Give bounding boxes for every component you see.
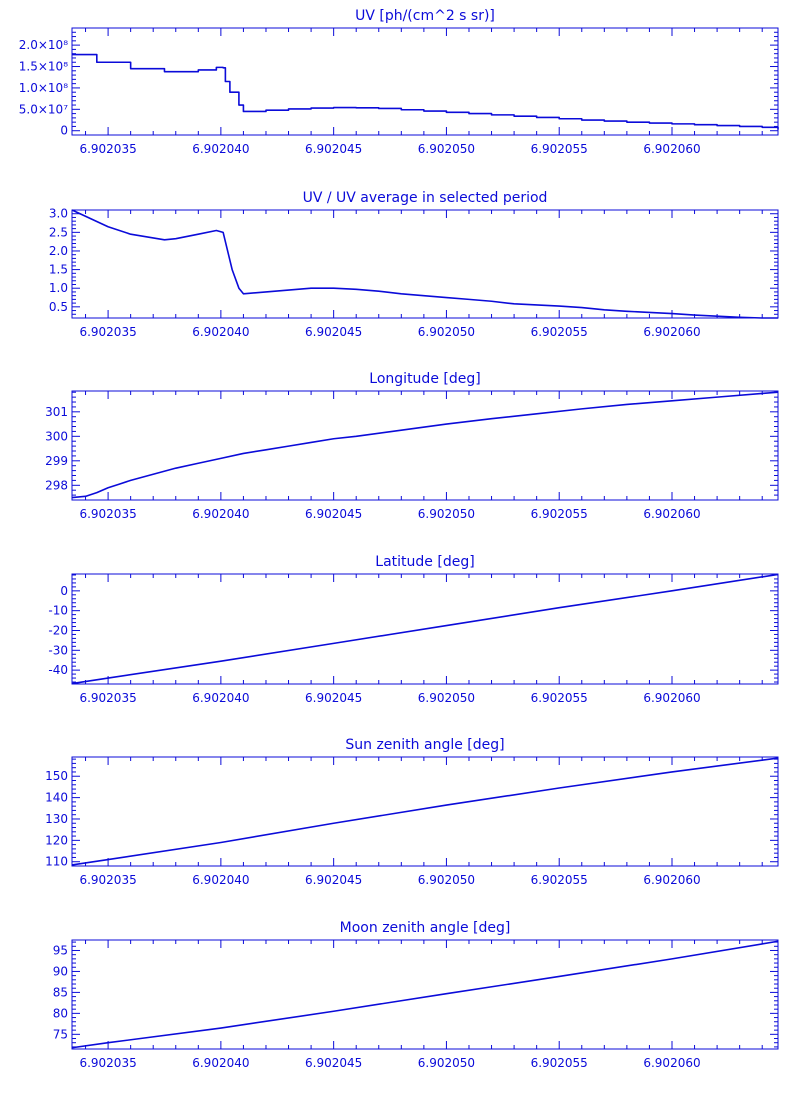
- x-tick-label: 6.902035: [79, 873, 136, 887]
- x-tick-label: 6.902060: [643, 507, 700, 521]
- x-tick-label: 6.902035: [79, 142, 136, 156]
- y-tick-label: 1.0: [49, 281, 68, 295]
- y-tick-label: 2.5: [49, 225, 68, 239]
- x-tick-label: 6.902045: [305, 691, 362, 705]
- y-tick-label: 80: [53, 1006, 68, 1020]
- x-tick-label: 6.902060: [643, 142, 700, 156]
- x-tick-label: 6.902035: [79, 325, 136, 339]
- x-tick-label: 6.902050: [418, 691, 475, 705]
- y-tick-label: 301: [45, 405, 68, 419]
- x-tick-label: 6.902055: [531, 1056, 588, 1070]
- y-tick-label: 0: [60, 584, 68, 598]
- y-tick-label: 300: [45, 429, 68, 443]
- x-tick-label: 6.902035: [79, 691, 136, 705]
- series-line-1: [71, 757, 779, 866]
- y-tick-label: 299: [45, 454, 68, 468]
- y-tick-label: 1.5×10⁸: [19, 60, 68, 74]
- y-tick-label: 0.5: [49, 300, 68, 314]
- y-tick-label: -40: [48, 663, 68, 677]
- series-line-1: [71, 391, 779, 499]
- plot-frame: [71, 27, 779, 136]
- x-tick-label: 6.902050: [418, 1056, 475, 1070]
- y-tick-label: 140: [45, 791, 68, 805]
- y-tick-label: 3.0: [49, 207, 68, 221]
- y-tick-label: 1.5: [49, 263, 68, 277]
- series-line-1: [71, 940, 779, 1049]
- x-tick-label: 6.902040: [192, 507, 249, 521]
- x-tick-label: 6.902045: [305, 325, 362, 339]
- x-tick-label: 6.902050: [418, 873, 475, 887]
- y-tick-label: 1.0×10⁸: [19, 81, 68, 95]
- x-tick-label: 6.902040: [192, 1056, 249, 1070]
- y-tick-label: 95: [53, 943, 68, 957]
- x-tick-label: 6.902045: [305, 507, 362, 521]
- chart-title: UV / UV average in selected period: [303, 190, 548, 206]
- chart-title: UV [ph/(cm^2 s sr)]: [355, 8, 495, 24]
- y-tick-label: 75: [53, 1027, 68, 1041]
- chart-panel-4: Latitude [deg] 6.902035 6.902040 6.902045 6.…: [48, 554, 779, 705]
- chart-title: Latitude [deg]: [375, 554, 474, 570]
- plot-frame: [71, 390, 779, 501]
- x-tick-label: 6.902055: [531, 325, 588, 339]
- x-tick-label: 6.902060: [643, 873, 700, 887]
- y-tick-label: 0: [60, 124, 68, 138]
- chart-title: Sun zenith angle [deg]: [345, 737, 504, 753]
- chart-panel-6: Moon zenith angle [deg] 6.902035 6.902040 6…: [53, 920, 779, 1070]
- y-tick-label: 120: [45, 833, 68, 847]
- y-tick-label: 2.0: [49, 244, 68, 258]
- plot-frame: [71, 756, 779, 867]
- chart-panel-2: UV / UV average in selected period 6.9020…: [49, 190, 779, 339]
- x-tick-label: 6.902045: [305, 873, 362, 887]
- x-tick-label: 6.902045: [305, 142, 362, 156]
- x-tick-label: 6.902040: [192, 142, 249, 156]
- y-tick-label: -10: [48, 604, 68, 618]
- x-tick-label: 6.902055: [531, 691, 588, 705]
- x-tick-label: 6.902045: [305, 1056, 362, 1070]
- x-tick-label: 6.902040: [192, 325, 249, 339]
- y-tick-label: 298: [45, 478, 68, 492]
- x-tick-label: 6.902040: [192, 873, 249, 887]
- x-tick-label: 6.902050: [418, 507, 475, 521]
- x-tick-label: 6.902055: [531, 873, 588, 887]
- y-tick-label: 130: [45, 812, 68, 826]
- y-tick-label: -20: [48, 623, 68, 637]
- y-tick-label: -30: [48, 643, 68, 657]
- chart-title: Longitude [deg]: [369, 371, 480, 387]
- y-tick-label: 5.0×10⁷: [19, 102, 68, 116]
- x-tick-label: 6.902050: [418, 325, 475, 339]
- series-line-1: [72, 53, 779, 130]
- plot-frame: [71, 939, 779, 1050]
- series-line-1: [71, 209, 778, 319]
- x-tick-label: 6.902060: [643, 691, 700, 705]
- series-line-1: [71, 573, 779, 685]
- chart-panel-5: Sun zenith angle [deg] 6.902035 6.902040 6.…: [45, 737, 779, 887]
- x-tick-label: 6.902035: [79, 507, 136, 521]
- x-tick-label: 6.902050: [418, 142, 475, 156]
- plot-frame: [71, 209, 779, 319]
- y-tick-label: 90: [53, 964, 68, 978]
- x-tick-label: 6.902055: [531, 507, 588, 521]
- chart-panel-3: Longitude [deg] 6.902035 6.902040 6.902045 6…: [45, 371, 779, 521]
- y-tick-label: 110: [45, 855, 68, 869]
- x-tick-label: 6.902060: [643, 325, 700, 339]
- y-tick-label: 85: [53, 985, 68, 999]
- x-tick-label: 6.902035: [79, 1056, 136, 1070]
- x-tick-label: 6.902060: [643, 1056, 700, 1070]
- x-tick-label: 6.902040: [192, 691, 249, 705]
- y-tick-label: 2.0×10⁸: [19, 38, 68, 52]
- chart-panel-1: UV [ph/(cm^2 s sr)] 6.902035 6.902040 6.902…: [19, 8, 779, 156]
- x-tick-label: 6.902055: [531, 142, 588, 156]
- chart-title: Moon zenith angle [deg]: [340, 920, 511, 936]
- plot-frame: [71, 573, 779, 685]
- y-tick-label: 150: [45, 769, 68, 783]
